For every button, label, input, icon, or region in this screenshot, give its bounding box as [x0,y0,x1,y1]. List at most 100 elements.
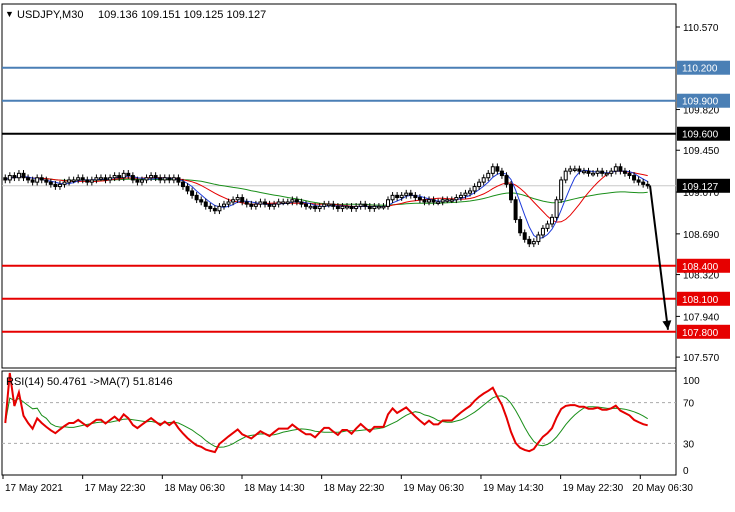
candle [190,187,195,199]
forecast-arrow-shaft [649,185,669,330]
candle [504,172,509,188]
time-tick-label: 19 May 22:30 [563,483,624,494]
rsi-tick-label: 100 [683,376,700,387]
candle [267,200,272,210]
candle [16,170,21,182]
arrow-head-icon [662,320,672,330]
candle [71,176,76,184]
price-tick-label: 109.450 [683,146,720,157]
candle [632,172,637,184]
candle [240,194,245,206]
candle [303,200,308,210]
candle [522,229,527,243]
candle [7,172,12,184]
time-tick-label: 18 May 22:30 [324,483,385,494]
symbol-down-triangle-icon[interactable]: ▼ [5,9,14,19]
level-tag-109.600: 109.600 [677,126,730,141]
candle [57,181,62,190]
candle [331,200,336,210]
candle [509,181,514,204]
candle [30,176,35,186]
candle [39,174,44,184]
candle [345,203,350,210]
price-tick-label: 109.070 [683,188,720,199]
svg-text:108.400: 108.400 [682,262,719,273]
candle [486,170,491,182]
candle [600,167,605,177]
candle [108,174,113,184]
candle [645,181,650,189]
candle [98,174,103,182]
svg-text:108.100: 108.100 [682,295,719,306]
svg-text:109.900: 109.900 [682,97,719,108]
candle [21,170,26,182]
candle [208,203,213,212]
candle [130,172,135,184]
candle [80,174,85,184]
svg-text:109.127: 109.127 [682,182,719,193]
candle [94,174,99,184]
candle [167,174,172,184]
candle [367,203,372,212]
candle [545,220,550,232]
forecast-arrow [649,185,672,330]
candle [581,167,586,175]
candle [417,194,422,204]
candle [194,192,199,204]
candle [568,165,573,175]
candle [591,170,596,177]
candle [308,203,313,210]
candle [126,170,131,179]
candle [53,181,58,190]
level-lines [2,66,676,333]
moving-averages [5,169,648,240]
candle [89,176,94,186]
candle [313,203,318,212]
candle [322,200,327,210]
level-tag-110.200: 110.200 [677,60,730,75]
candle [26,174,31,184]
candle [112,172,117,182]
candle [440,196,445,206]
candle [235,194,240,204]
rsi-panel[interactable] [1,370,677,476]
candle [76,174,81,184]
time-tick-label: 18 May 14:30 [244,483,305,494]
symbol-title: USDJPY,M30 [17,9,83,21]
candle [449,196,454,204]
candle [340,203,345,212]
candle [431,196,436,206]
time-tick-label: 17 May 2021 [5,483,63,494]
rsi-tick-label: 30 [683,439,695,450]
candle [595,167,600,177]
candle [262,198,267,208]
ma-mid-line [5,170,648,223]
candle [458,192,463,201]
candle [317,203,322,212]
candle [563,167,568,184]
candle [468,187,473,197]
candle [358,200,363,210]
candle [176,174,181,186]
candle [445,196,450,204]
candle [12,172,17,182]
candle [180,178,185,190]
level-tag-108.100: 108.100 [677,291,730,306]
rsi-tick-label: 70 [683,399,695,410]
candle [149,172,154,182]
candle [103,174,108,184]
candle [531,238,536,248]
candle [499,167,504,179]
candle [217,203,222,215]
time-axis-ticks: 17 May 2021 17 May 22:30 18 May 06:30 18 Ma… [2,475,693,494]
candle [372,203,377,212]
candle [121,170,126,182]
candle [244,198,249,208]
rsi-line [4,372,648,454]
candle [203,198,208,210]
candle [422,196,427,206]
candle [226,198,231,208]
candle [390,192,395,204]
candle [185,183,190,195]
